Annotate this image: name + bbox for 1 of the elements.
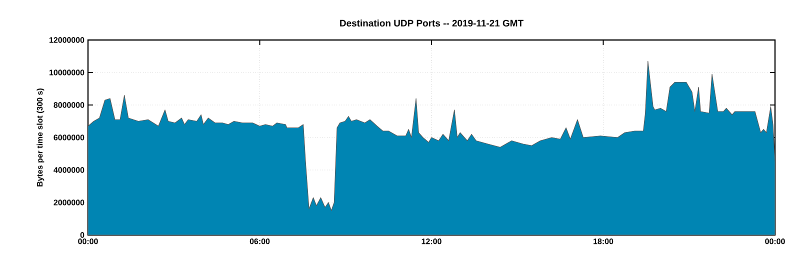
chart-title: Destination UDP Ports -- 2019-11-21 GMT: [340, 20, 524, 27]
